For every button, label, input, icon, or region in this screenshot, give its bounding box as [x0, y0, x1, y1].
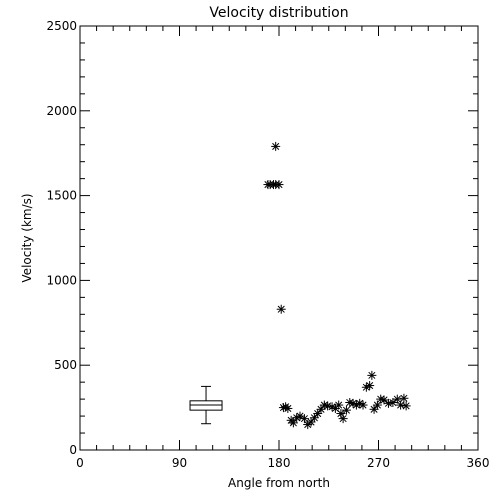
asterisk-stroke	[389, 398, 397, 407]
data-point	[341, 405, 351, 415]
y-tick-label: 1500	[46, 189, 77, 203]
asterisk-stroke	[335, 401, 343, 409]
data-point	[401, 401, 411, 411]
asterisk-stroke	[359, 401, 367, 409]
y-tick-label: 2000	[46, 104, 77, 118]
data-point	[399, 393, 409, 403]
asterisk-stroke	[275, 181, 283, 189]
y-tick-label: 2500	[46, 19, 77, 33]
x-tick-label: 0	[76, 456, 84, 470]
data-point	[276, 304, 286, 314]
x-tick-label: 270	[367, 456, 390, 470]
y-axis: 0 500 1000 1500 2000 2500	[46, 19, 478, 457]
asterisk-stroke	[370, 405, 378, 413]
asterisk-stroke	[284, 404, 292, 413]
data-point	[334, 400, 344, 410]
data-point	[271, 141, 281, 151]
y-axis-label: Velocity (km/s)	[20, 193, 34, 282]
y-tick-label: 500	[54, 358, 77, 372]
x-axis-label: Angle from north	[228, 476, 330, 490]
asterisk-stroke	[400, 394, 408, 402]
asterisk-stroke	[377, 395, 385, 403]
asterisk-stroke	[342, 406, 350, 414]
data-point	[283, 403, 293, 413]
asterisk-stroke	[380, 396, 388, 404]
asterisk-stroke	[393, 395, 401, 403]
asterisk-stroke	[317, 405, 325, 413]
data-point	[365, 381, 375, 391]
asterisk-stroke	[366, 381, 374, 390]
asterisk-stroke	[272, 142, 280, 150]
x-tick-label: 90	[172, 456, 187, 470]
data-point	[288, 418, 298, 428]
asterisk-stroke	[402, 402, 410, 410]
data-point	[338, 414, 348, 424]
data-points	[263, 141, 411, 430]
plot-frame	[79, 25, 479, 451]
asterisk-stroke	[320, 401, 328, 409]
asterisk-stroke	[307, 418, 315, 426]
asterisk-stroke	[296, 412, 304, 420]
asterisk-stroke	[339, 415, 347, 423]
asterisk-stroke	[310, 414, 318, 422]
asterisk-stroke	[300, 415, 308, 423]
asterisk-stroke	[346, 398, 354, 407]
data-point	[367, 370, 377, 380]
x-tick-label: 360	[467, 456, 490, 470]
x-axis: 0 90 180 270 360	[76, 26, 489, 470]
data-point	[383, 398, 393, 408]
y-tick-label: 1000	[46, 273, 77, 287]
x-tick-label: 180	[268, 456, 291, 470]
asterisk-stroke	[314, 409, 322, 418]
asterisk-stroke	[373, 401, 381, 409]
y-tick-label: 0	[69, 443, 77, 457]
boxplot	[189, 385, 223, 425]
chart-title: Velocity distribution	[209, 5, 348, 21]
asterisk-stroke	[277, 305, 285, 313]
asterisk-stroke	[384, 399, 393, 407]
asterisk-stroke	[349, 399, 357, 407]
asterisk-stroke	[289, 419, 297, 427]
asterisk-stroke	[368, 371, 376, 379]
asterisk-stroke	[337, 409, 345, 418]
asterisk-stroke	[356, 399, 364, 407]
data-point	[274, 180, 284, 190]
data-point	[358, 400, 368, 410]
